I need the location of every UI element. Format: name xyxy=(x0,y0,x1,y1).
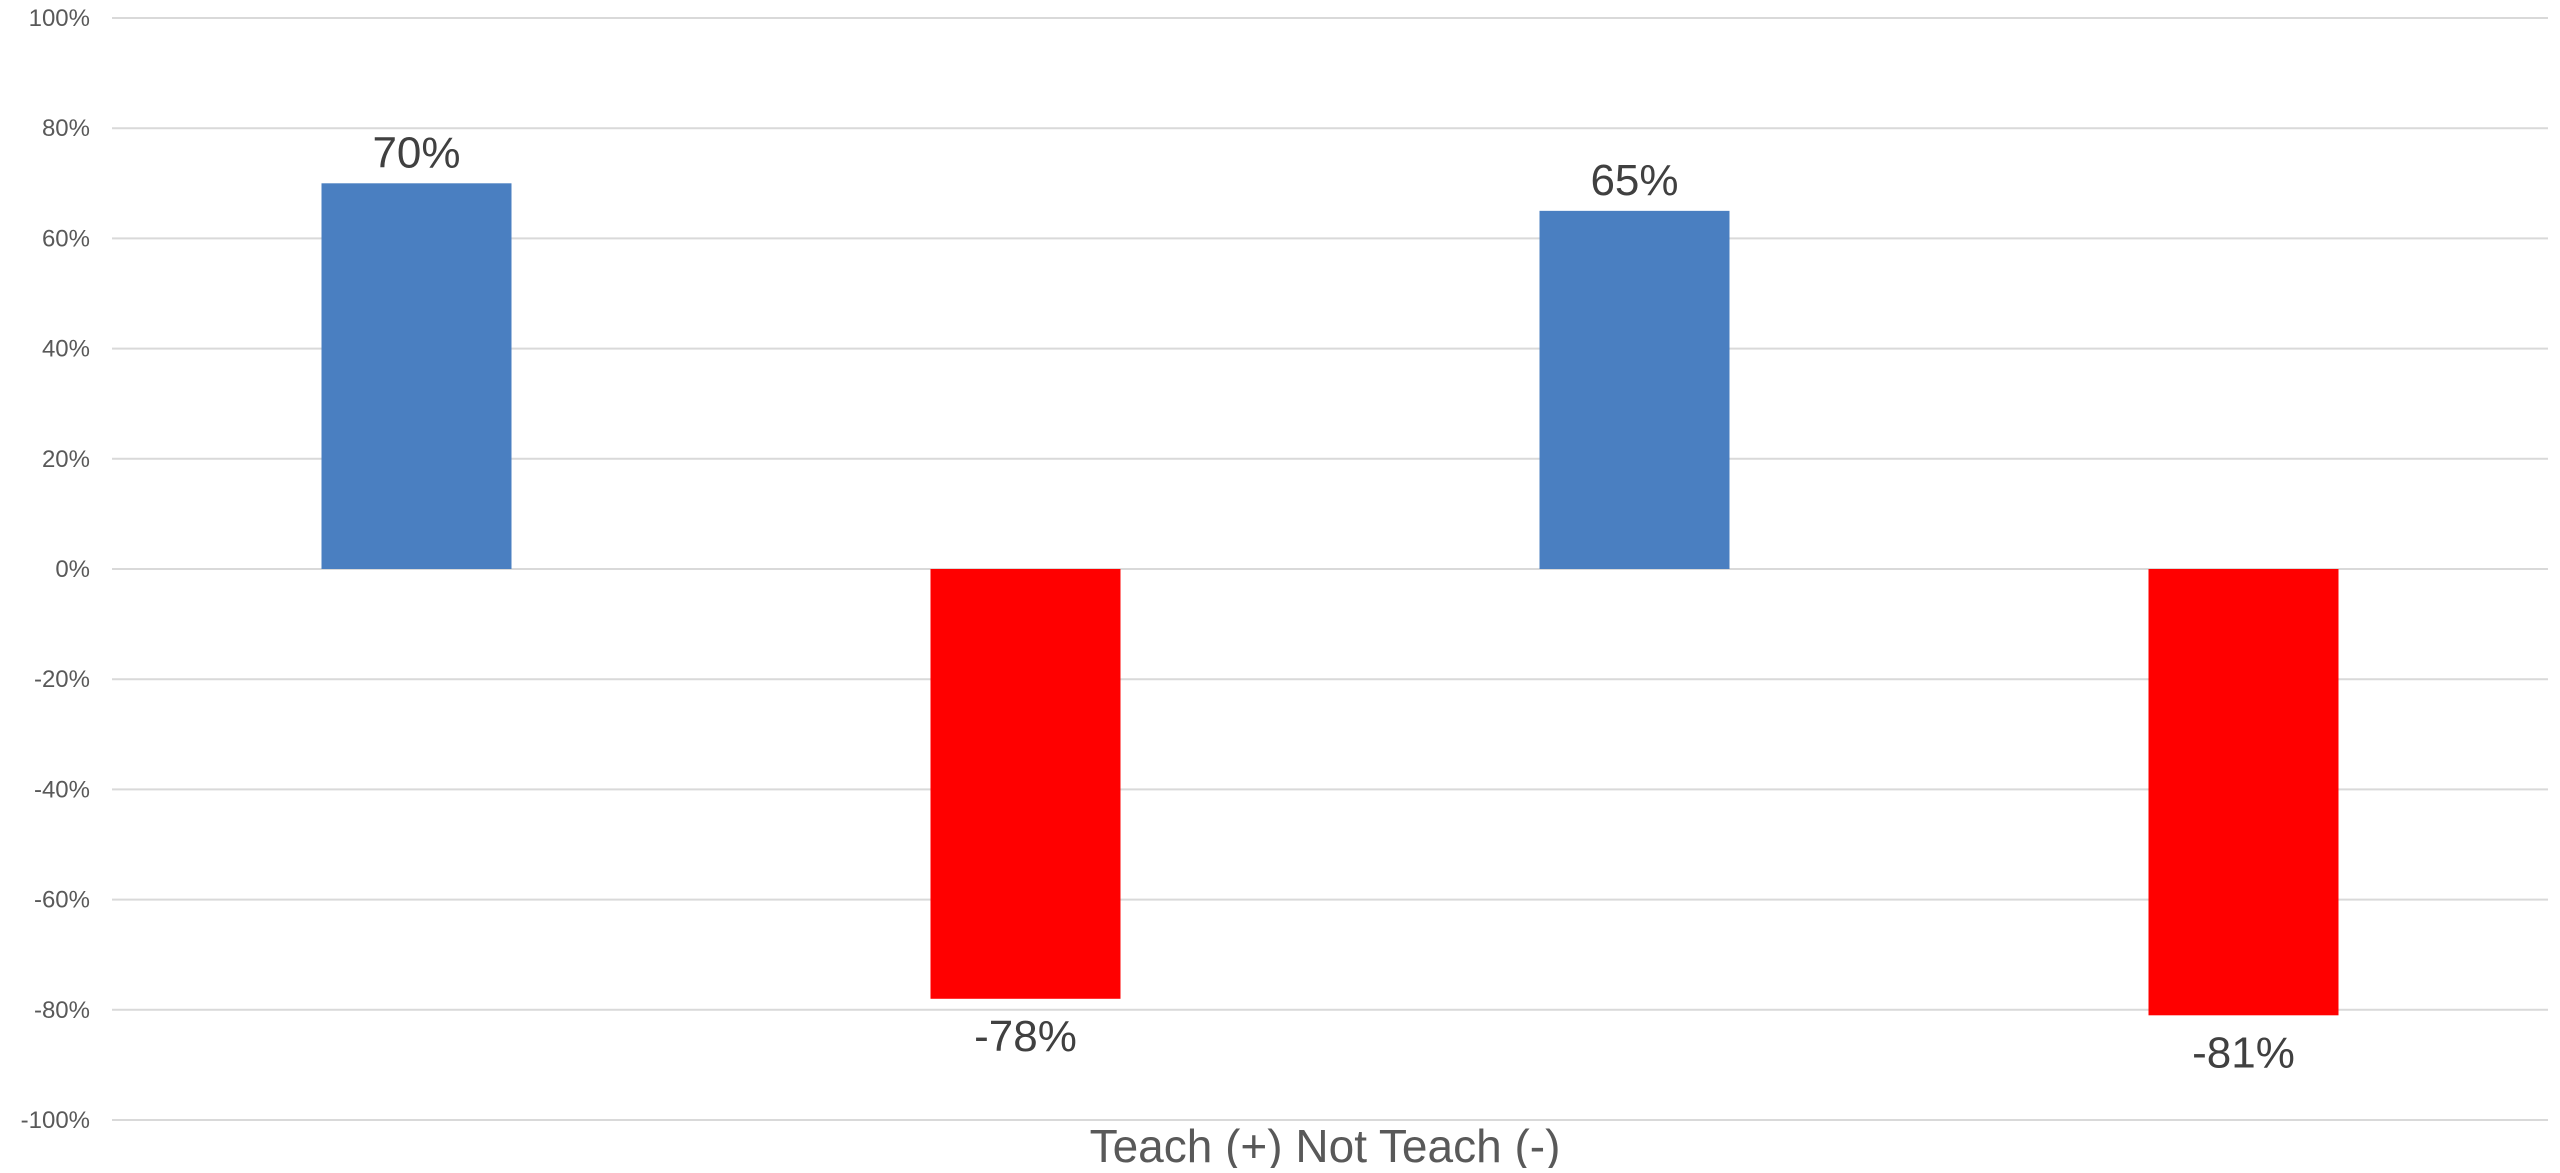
bar-data-label: 70% xyxy=(372,128,460,177)
bar-data-label: 65% xyxy=(1590,156,1678,205)
data-labels: 70% -78% 65% -81% xyxy=(372,128,2294,1077)
gridlines xyxy=(112,17,2548,1121)
y-tick-label: 60% xyxy=(42,225,90,252)
y-tick-label: -80% xyxy=(34,997,90,1024)
y-tick-label: -100% xyxy=(21,1107,90,1134)
bar-negative xyxy=(2148,569,2339,1016)
y-axis-ticks: 100% 80% 60% 40% 20% 0% -20% -40% -60% -80% -100% xyxy=(21,5,90,1134)
x-axis-title: Teach (+) Not Teach (-) xyxy=(1090,1120,1561,1168)
bar-positive xyxy=(1539,210,1730,569)
y-tick-label: 80% xyxy=(42,115,90,142)
y-tick-label: -60% xyxy=(34,887,90,914)
y-tick-label: -40% xyxy=(34,776,90,803)
bar-data-label: -81% xyxy=(2192,1028,2295,1077)
bars xyxy=(321,183,2339,1016)
y-tick-label: 20% xyxy=(42,446,90,473)
y-tick-label: 100% xyxy=(29,5,90,32)
bar-negative xyxy=(930,569,1121,999)
y-tick-label: 40% xyxy=(42,336,90,363)
bar-data-label: -78% xyxy=(974,1012,1077,1061)
bar-positive xyxy=(321,183,512,570)
y-tick-label: 0% xyxy=(55,556,90,583)
y-tick-label: -20% xyxy=(34,666,90,693)
